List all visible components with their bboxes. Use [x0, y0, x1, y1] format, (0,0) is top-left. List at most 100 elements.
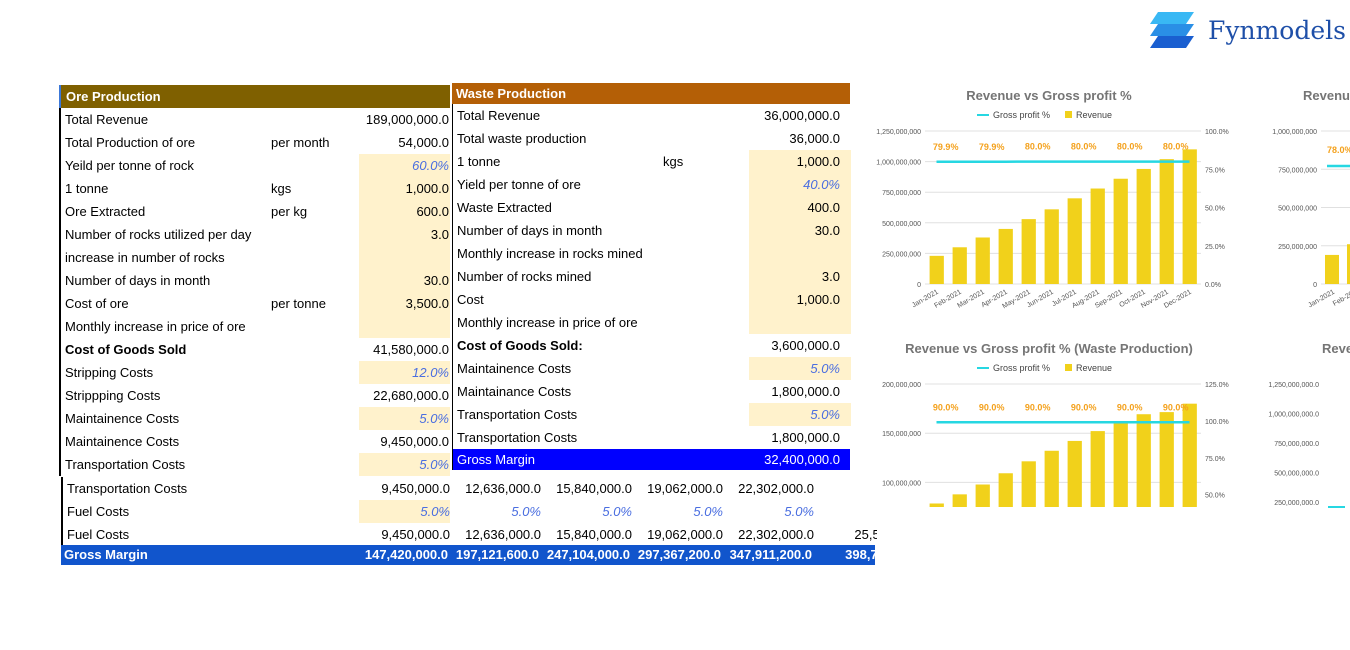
- row-value-cell[interactable]: 197,121,600.0: [455, 547, 539, 562]
- spreadsheet-row[interactable]: Yield per tonne of ore 40.0%: [452, 173, 851, 196]
- row-value-cell[interactable]: 22,680,000.0: [373, 388, 449, 403]
- row-value-cell[interactable]: [749, 242, 851, 265]
- row-value-cell[interactable]: 3,600,000.0: [771, 338, 840, 353]
- row-value-cell[interactable]: 347,911,200.0: [729, 547, 812, 562]
- row-value-cell[interactable]: 25,560,0: [854, 527, 877, 542]
- spreadsheet-row[interactable]: Waste Extracted 400.0: [452, 196, 851, 219]
- spreadsheet-row[interactable]: Ore Extracted per kg 600.0: [59, 200, 450, 223]
- row-value-cell[interactable]: 36,000.0: [789, 131, 840, 146]
- row-value-cell[interactable]: 5.0%: [511, 504, 541, 519]
- row-value-cell[interactable]: 3,500.0: [359, 292, 450, 315]
- spreadsheet-row[interactable]: Strippping Costs 22,680,000.0: [59, 384, 450, 407]
- row-value-cell[interactable]: 5.0%: [359, 407, 450, 430]
- spreadsheet-row[interactable]: Fuel Costs 9,450,000.0 12,636,000.0 15,840,…: [61, 523, 877, 546]
- row-value-cell[interactable]: 9,450,000.0: [381, 481, 450, 496]
- row-value-cell[interactable]: 36,000,000.0: [764, 108, 840, 123]
- y-tick-label: 500,000,000: [1278, 206, 1317, 213]
- waste-gross-margin-row[interactable]: Gross Margin 32,400,000.0: [452, 449, 850, 470]
- spreadsheet-row[interactable]: Transportation Costs 1,800,000.0: [452, 426, 850, 449]
- row-value-cell[interactable]: [359, 315, 450, 338]
- row-value-cell[interactable]: 400.0: [749, 196, 851, 219]
- spreadsheet-row[interactable]: Transportation Costs 9,450,000.0 12,636,00…: [61, 477, 877, 500]
- row-value-cell[interactable]: 297,367,200.0: [637, 547, 721, 562]
- row-value-cell[interactable]: 30.0: [749, 219, 851, 242]
- spreadsheet-row[interactable]: Maintainence Costs 5.0%: [452, 357, 851, 380]
- point-label: 90.0%: [1117, 402, 1143, 412]
- row-value-cell[interactable]: [749, 311, 851, 334]
- waste-revenue-vs-gross-profit-chart[interactable]: Revenue vs Gross profit % (Waste Product…: [853, 333, 1253, 511]
- row-value-cell[interactable]: 60.0%: [359, 154, 450, 177]
- spreadsheet-row[interactable]: Number of days in month 30.0: [59, 269, 450, 292]
- row-value-cell[interactable]: [359, 246, 450, 269]
- spreadsheet-row[interactable]: Maintainance Costs 1,800,000.0: [452, 380, 850, 403]
- row-value-cell[interactable]: 15,840,000.0: [556, 527, 632, 542]
- row-value-cell[interactable]: 15,840,000.0: [556, 481, 632, 496]
- row-value-cell[interactable]: 9,450,000.0: [381, 527, 450, 542]
- row-value-cell[interactable]: 12,636,000.0: [465, 481, 541, 496]
- row-value-cell[interactable]: 189,000,000.0: [365, 112, 449, 127]
- row-value-cell[interactable]: 5.0%: [359, 453, 450, 476]
- row-value-cell[interactable]: 54,000.0: [398, 135, 449, 150]
- spreadsheet-row[interactable]: Fuel Costs 5.0% 5.0% 5.0% 5.0% 5.0%: [61, 500, 877, 523]
- revenue-chart-partial-2[interactable]: Reve 1,250,000,000.0 1,000,000,000.0 750,00…: [1255, 333, 1350, 511]
- row-value-cell[interactable]: 41,580,000.0: [373, 342, 449, 357]
- spreadsheet-row[interactable]: Total Revenue 36,000,000.0: [452, 104, 850, 127]
- row-value-cell[interactable]: 5.0%: [784, 504, 814, 519]
- spreadsheet-row[interactable]: Transportation Costs 5.0%: [452, 403, 851, 426]
- spreadsheet-row[interactable]: Monthly increase in price of ore: [452, 311, 851, 334]
- row-value-cell[interactable]: 5.0%: [359, 500, 450, 523]
- spreadsheet-row[interactable]: Number of days in month 30.0: [452, 219, 851, 242]
- row-value-cell[interactable]: 5.0%: [693, 504, 723, 519]
- row-value-cell[interactable]: 1,000.0: [749, 150, 851, 173]
- spreadsheet-row[interactable]: Cost of ore per tonne 3,500.0: [59, 292, 450, 315]
- row-value-cell[interactable]: 3.0: [359, 223, 450, 246]
- spreadsheet-row[interactable]: Cost of Goods Sold 41,580,000.0: [59, 338, 450, 361]
- row-value-cell[interactable]: 1,800,000.0: [771, 430, 840, 445]
- row-value-cell[interactable]: 30.0: [359, 269, 450, 292]
- row-value-cell[interactable]: 1,000.0: [359, 177, 450, 200]
- row-value-cell[interactable]: 40.0%: [749, 173, 851, 196]
- spreadsheet-row[interactable]: Maintainence Costs 5.0%: [59, 407, 450, 430]
- spreadsheet-row[interactable]: Total Revenue 189,000,000.0: [59, 108, 450, 131]
- row-value-cell[interactable]: 12,636,000.0: [465, 527, 541, 542]
- row-value-cell[interactable]: 147,420,000.0: [364, 547, 448, 562]
- spreadsheet-row[interactable]: Number of rocks mined 3.0: [452, 265, 851, 288]
- row-value-cell[interactable]: 5.0%: [749, 357, 851, 380]
- spreadsheet-row[interactable]: Yeild per tonne of rock 60.0%: [59, 154, 450, 177]
- spreadsheet-row[interactable]: increase in number of rocks: [59, 246, 450, 269]
- revenue-bar: [1159, 412, 1174, 507]
- row-value-cell[interactable]: 247,104,000.0: [546, 547, 630, 562]
- spreadsheet-row[interactable]: Stripping Costs 12.0%: [59, 361, 450, 384]
- row-value-cell[interactable]: 1,000.0: [749, 288, 851, 311]
- row-value-cell[interactable]: 398,736,0: [845, 547, 875, 562]
- revenue-chart-partial[interactable]: Revenu 1,000,000,000 750,000,000 500,000,00…: [1255, 80, 1350, 325]
- revenue-bar: [929, 503, 944, 507]
- row-value-cell[interactable]: 5.0%: [602, 504, 632, 519]
- waste-table-title[interactable]: Waste Production: [452, 83, 850, 104]
- row-value-cell[interactable]: 9,450,000.0: [380, 434, 449, 449]
- row-value-cell[interactable]: 5.0%: [749, 403, 851, 426]
- spreadsheet-row[interactable]: Cost of Goods Sold: 3,600,000.0: [452, 334, 850, 357]
- row-value-cell[interactable]: 1,800,000.0: [771, 384, 840, 399]
- spreadsheet-row[interactable]: 1 tonne kgs 1,000.0: [59, 177, 450, 200]
- row-value-cell[interactable]: 22,302,000.0: [738, 481, 814, 496]
- spreadsheet-row[interactable]: Transportation Costs 5.0%: [59, 453, 450, 476]
- row-value-cell[interactable]: 12.0%: [359, 361, 450, 384]
- spreadsheet-row[interactable]: Monthly increase in price of ore: [59, 315, 450, 338]
- row-value-cell[interactable]: 19,062,000.0: [647, 527, 723, 542]
- spreadsheet-row[interactable]: Total Production of ore per month 54,000.0: [59, 131, 450, 154]
- row-value-cell[interactable]: 22,302,000.0: [738, 527, 814, 542]
- spreadsheet-row[interactable]: 1 tonne kgs 1,000.0: [452, 150, 851, 173]
- ore-table-title[interactable]: Ore Production: [59, 85, 450, 108]
- spreadsheet-row[interactable]: Number of rocks utilized per day 3.0: [59, 223, 450, 246]
- spreadsheet-row[interactable]: Maintainence Costs 9,450,000.0: [59, 430, 450, 453]
- revenue-vs-gross-profit-chart[interactable]: Revenue vs Gross profit % Gross profit % R…: [853, 80, 1253, 325]
- spreadsheet-row[interactable]: Total waste production 36,000.0: [452, 127, 850, 150]
- ore-gross-margin-row[interactable]: Gross Margin 147,420,000.0 197,121,600.0 2…: [61, 545, 875, 565]
- row-label: Transportation Costs: [457, 407, 578, 422]
- row-value-cell[interactable]: 19,062,000.0: [647, 481, 723, 496]
- spreadsheet-row[interactable]: Monthly increase in rocks mined: [452, 242, 851, 265]
- row-value-cell[interactable]: 3.0: [749, 265, 851, 288]
- row-value-cell[interactable]: 600.0: [359, 200, 450, 223]
- spreadsheet-row[interactable]: Cost 1,000.0: [452, 288, 851, 311]
